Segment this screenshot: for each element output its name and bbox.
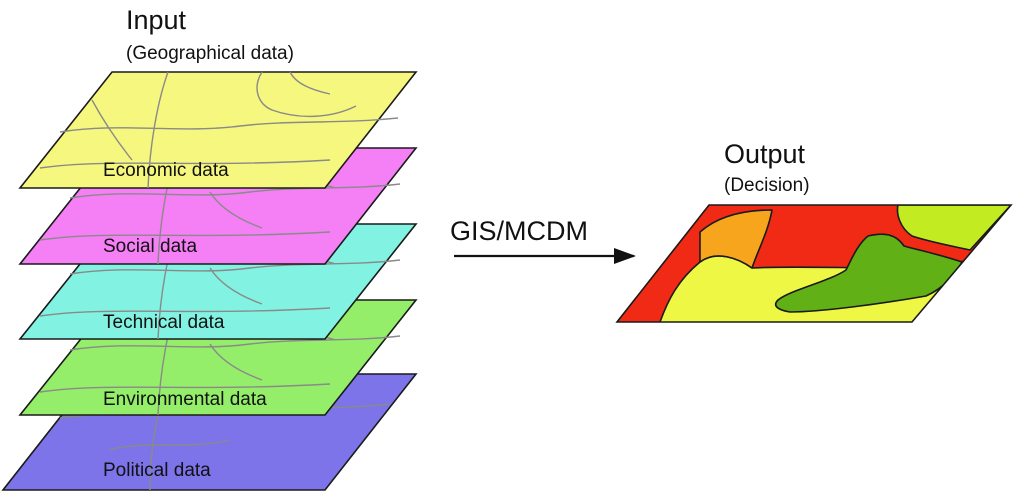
layer-technical-label: Technical data — [103, 312, 225, 333]
layer-environmental-label: Environmental data — [103, 389, 267, 410]
layer-economic-plane — [18, 71, 418, 189]
layer-political-label: Political data — [103, 460, 211, 481]
region-orange — [699, 209, 773, 269]
output-title: Output — [724, 139, 806, 169]
process-arrow: GIS/MCDM — [450, 216, 636, 264]
map-lines-economic — [39, 71, 399, 189]
layer-economic: Economic data — [18, 71, 418, 189]
output-map — [615, 204, 1013, 323]
input-subtitle: (Geographical data) — [126, 43, 294, 64]
region-green — [774, 233, 963, 313]
output-map-border — [615, 204, 1013, 323]
layer-social-label: Social data — [103, 236, 197, 257]
input-layers-stack: Political data Environmental data Techni… — [1, 71, 418, 491]
output-subtitle: (Decision) — [724, 175, 810, 196]
layer-economic-label: Economic data — [103, 160, 229, 181]
region-lime — [896, 205, 1011, 251]
input-title: Input — [126, 5, 187, 35]
process-arrow-label: GIS/MCDM — [450, 216, 588, 246]
